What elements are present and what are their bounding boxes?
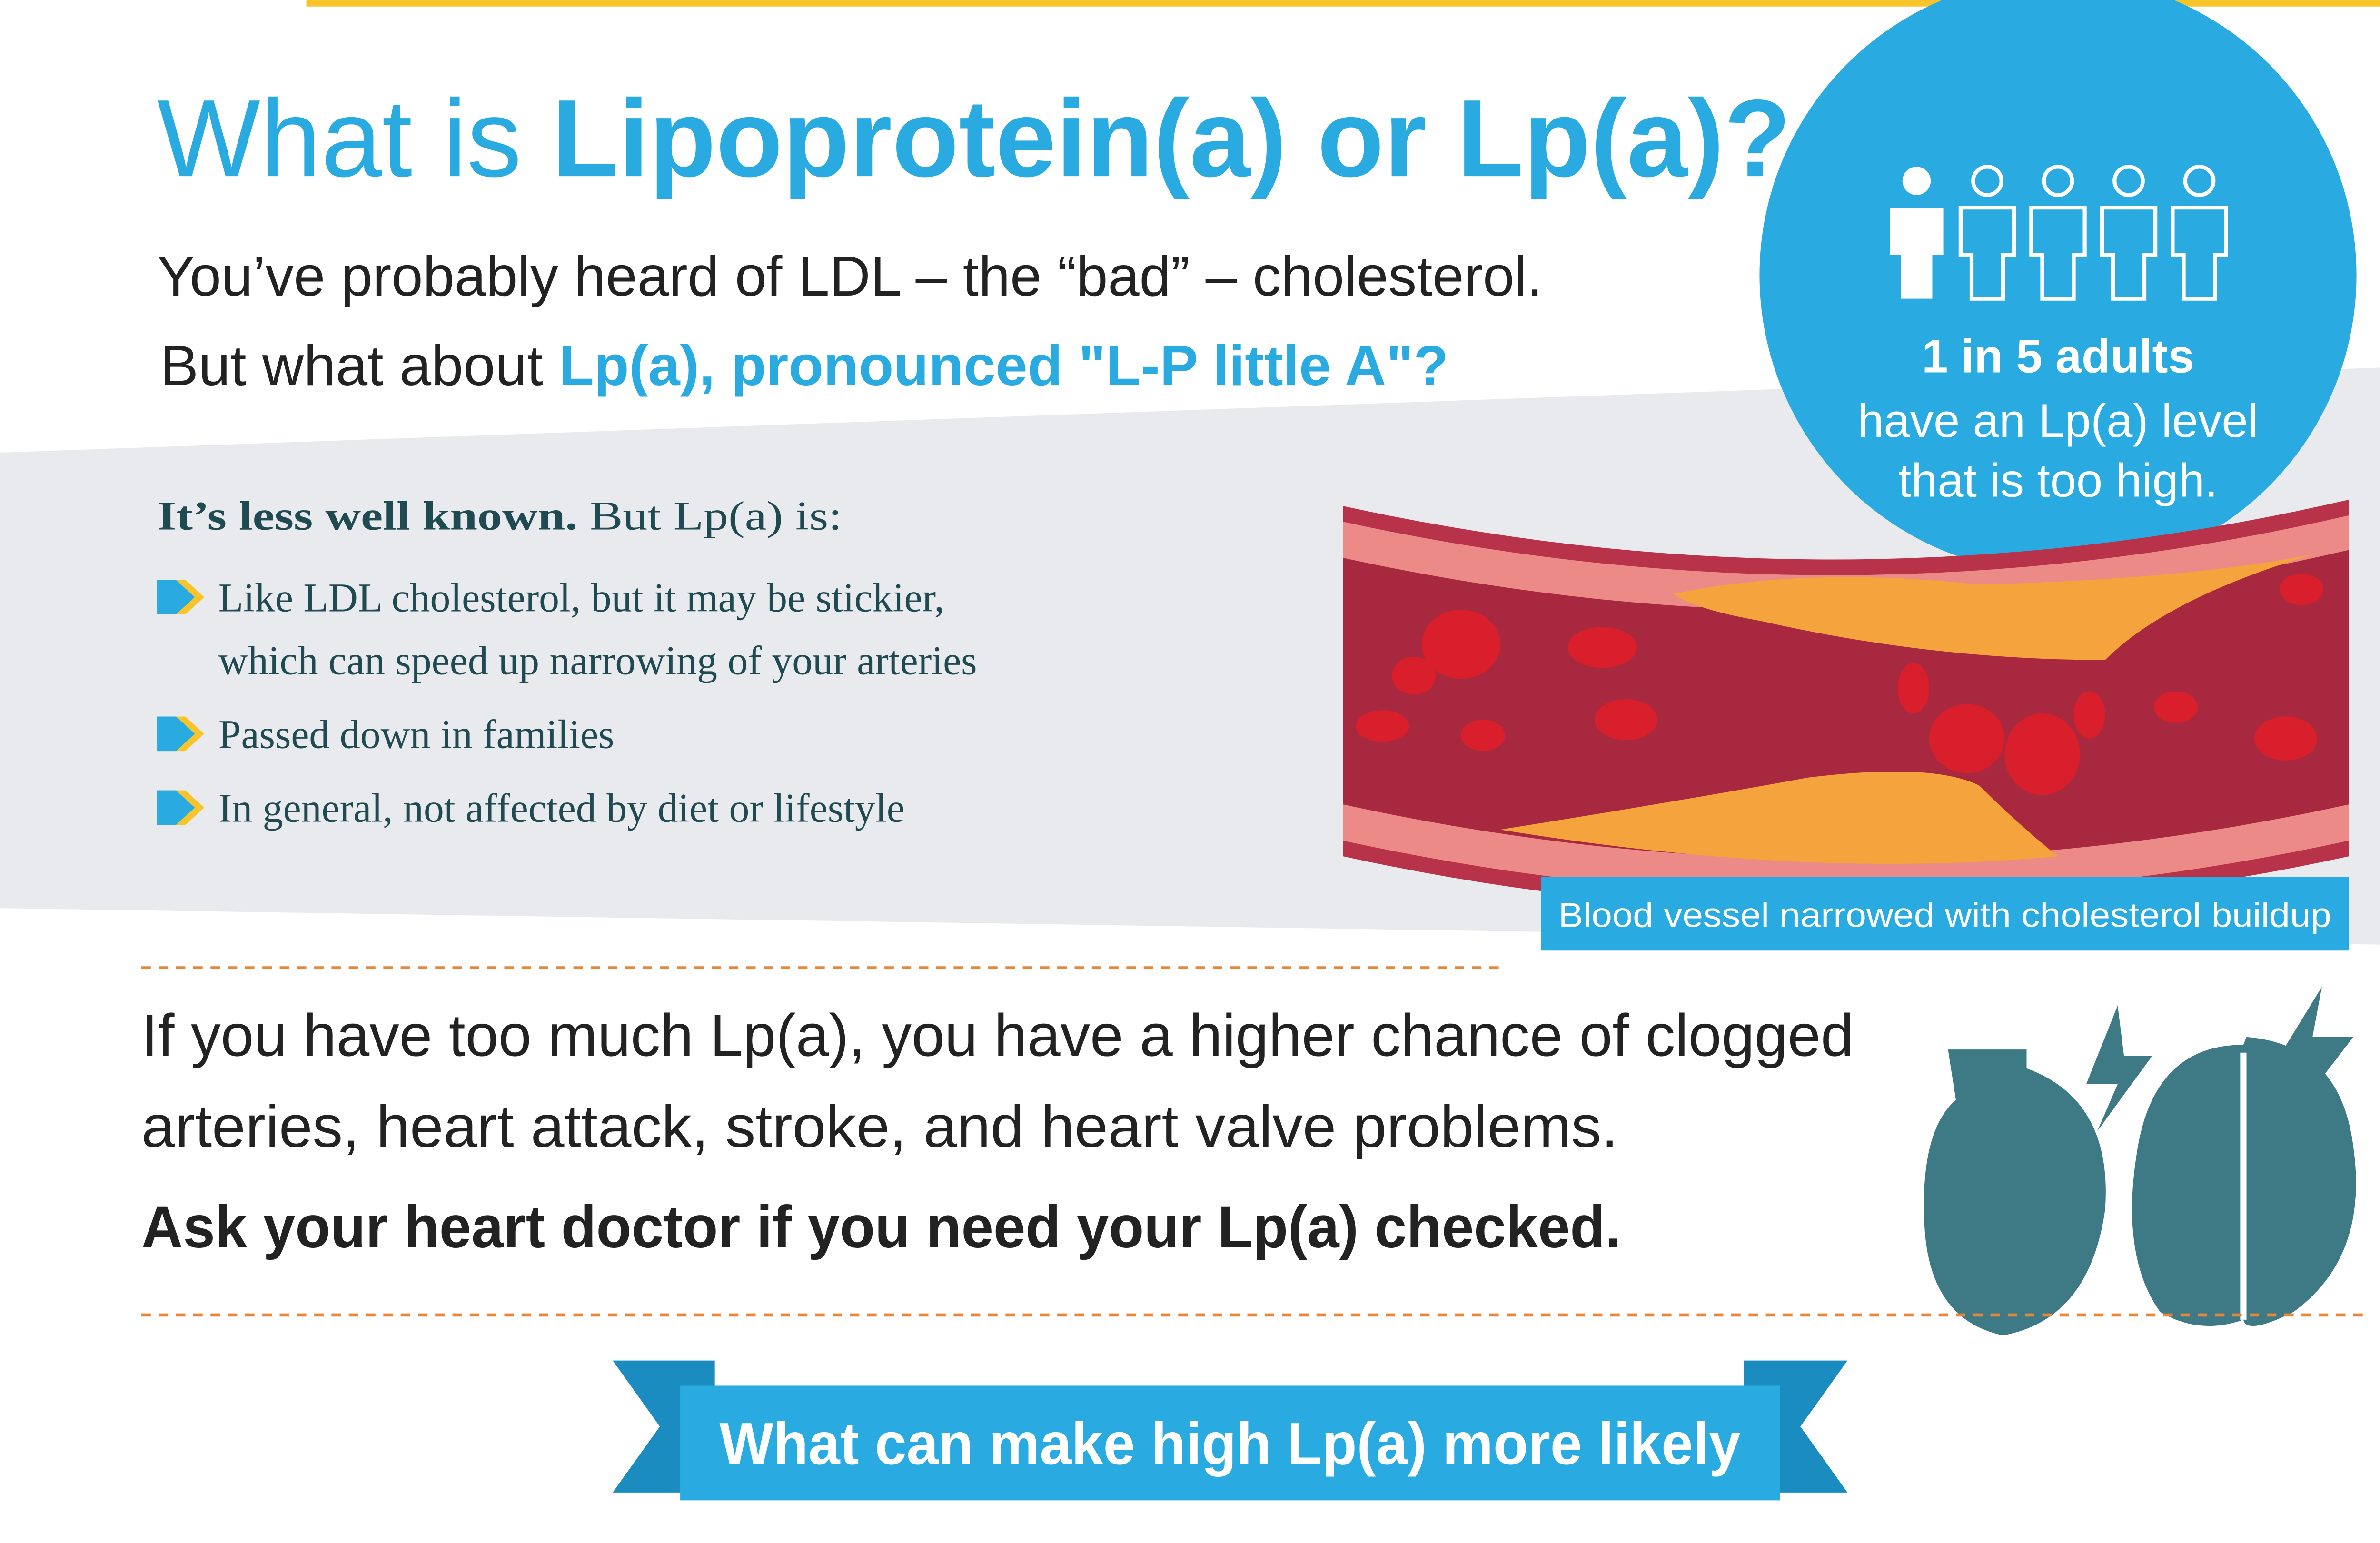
caption: Blood vessel narrowed with cholesterol b… xyxy=(1558,896,2331,935)
title: What is Lipoprotein(a) or Lp(a)? xyxy=(157,77,1791,199)
stat-circle xyxy=(1759,0,2357,574)
heart-brain-icons xyxy=(1924,987,2356,1335)
person-head xyxy=(2042,165,2074,197)
title-emphasis: Lipoprotein(a) or Lp(a)? xyxy=(552,77,1791,199)
fact-line: In general, not affected by diet or life… xyxy=(218,786,905,831)
plaque xyxy=(1500,772,2058,864)
person-body xyxy=(2171,206,2228,301)
stat-line: have an Lp(a) level xyxy=(1857,394,2258,447)
facts-lead: It’s less well known. But Lp(a) is: xyxy=(157,494,842,539)
call-to-action: Ask your heart doctor if you need your L… xyxy=(141,1193,1621,1260)
facts-lead-bold: It’s less well known. xyxy=(157,494,577,539)
stat-highlight: 1 in 5 adults xyxy=(1922,330,2194,383)
bullet-arrow xyxy=(157,716,195,752)
intro-line: But what about Lp(a), pronounced "L-P li… xyxy=(160,334,1448,397)
stat-line: that is too high. xyxy=(1898,454,2218,506)
heart-icon xyxy=(1924,1049,2106,1335)
risk-line: arteries, heart attack, stroke, and hear… xyxy=(141,1093,1618,1160)
blood-vessel xyxy=(1343,500,2349,911)
person-body xyxy=(1958,206,2016,301)
fact-line: Passed down in families xyxy=(218,712,615,757)
banner-title: What can make high Lp(a) more likely xyxy=(720,1410,1741,1477)
person-body xyxy=(2029,206,2087,301)
bullet-arrow xyxy=(157,790,195,825)
facts-list: Like LDL cholesterol, but it may be stic… xyxy=(157,575,977,831)
plaque xyxy=(1673,553,2318,660)
person-head xyxy=(1902,167,1931,195)
person-head xyxy=(2112,165,2145,197)
person-head xyxy=(1971,165,2003,197)
fact-line: Like LDL cholesterol, but it may be stic… xyxy=(218,575,944,620)
risk-line: If you have too much Lp(a), you have a h… xyxy=(141,1001,1854,1068)
fact-line: which can speed up narrowing of your art… xyxy=(218,638,977,683)
people-icons xyxy=(1890,165,2228,301)
caption-box xyxy=(1541,877,2349,951)
intro-emphasis: Lp(a), pronounced "L-P little A"? xyxy=(559,334,1448,397)
intro-lead: But what about xyxy=(160,334,543,397)
person-body xyxy=(1890,208,1944,299)
person-head xyxy=(2183,165,2216,197)
facts-lead-rest: But Lp(a) is: xyxy=(590,494,842,539)
bolt xyxy=(2262,987,2353,1139)
person-body xyxy=(2100,206,2158,301)
blood-cells xyxy=(1356,574,2324,795)
top-rule xyxy=(306,0,2380,7)
intro-line: You’ve probably heard of LDL – the “bad”… xyxy=(157,245,1543,308)
title-lead: What is xyxy=(157,77,522,199)
bolt xyxy=(2086,1005,2152,1131)
ribbon xyxy=(680,1385,1780,1501)
